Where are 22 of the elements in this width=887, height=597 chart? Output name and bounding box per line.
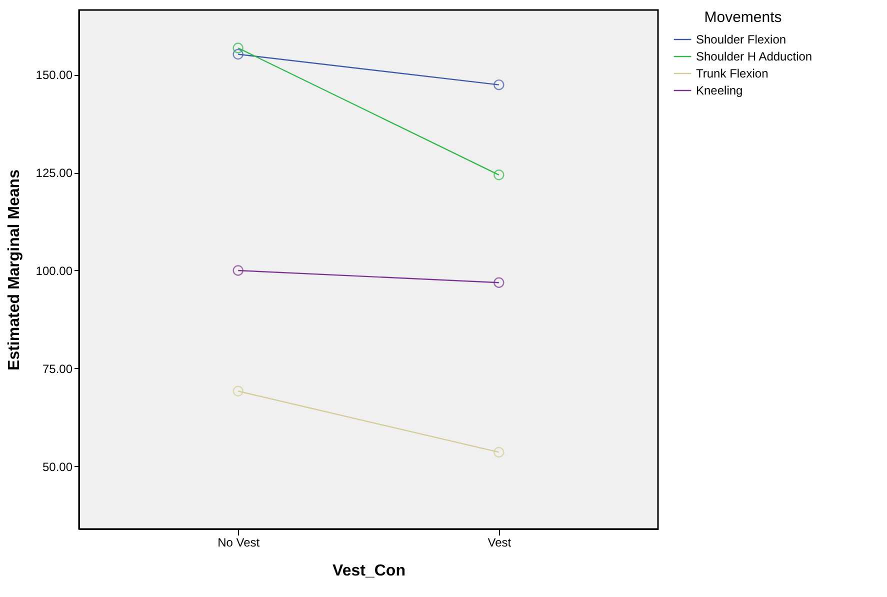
x-tick-label: No Vest (218, 536, 260, 550)
legend-label: Shoulder H Adduction (696, 50, 812, 64)
y-tick-label: 150.00 (36, 68, 73, 82)
x-tick-label: Vest (488, 536, 512, 550)
legend-label: Kneeling (696, 84, 743, 98)
legend-title: Movements (704, 9, 782, 26)
point (232, 265, 244, 276)
point (232, 386, 244, 396)
point (494, 79, 504, 90)
y-tick-label: 125.00 (36, 166, 73, 180)
y-axis-title: Estimated Marginal Means (6, 169, 23, 370)
y-tick-label: 75.00 (42, 362, 73, 376)
point (232, 42, 244, 54)
point (494, 170, 504, 180)
y-tick-label: 100.00 (36, 264, 73, 278)
point (494, 277, 504, 288)
point (494, 446, 504, 458)
y-tick-label: 50.00 (42, 460, 73, 474)
legend-label: Trunk Flexion (696, 66, 768, 80)
point (232, 48, 244, 60)
x-axis-title: Vest_Con (332, 562, 406, 580)
legend-label: Shoulder Flexion (696, 32, 786, 46)
